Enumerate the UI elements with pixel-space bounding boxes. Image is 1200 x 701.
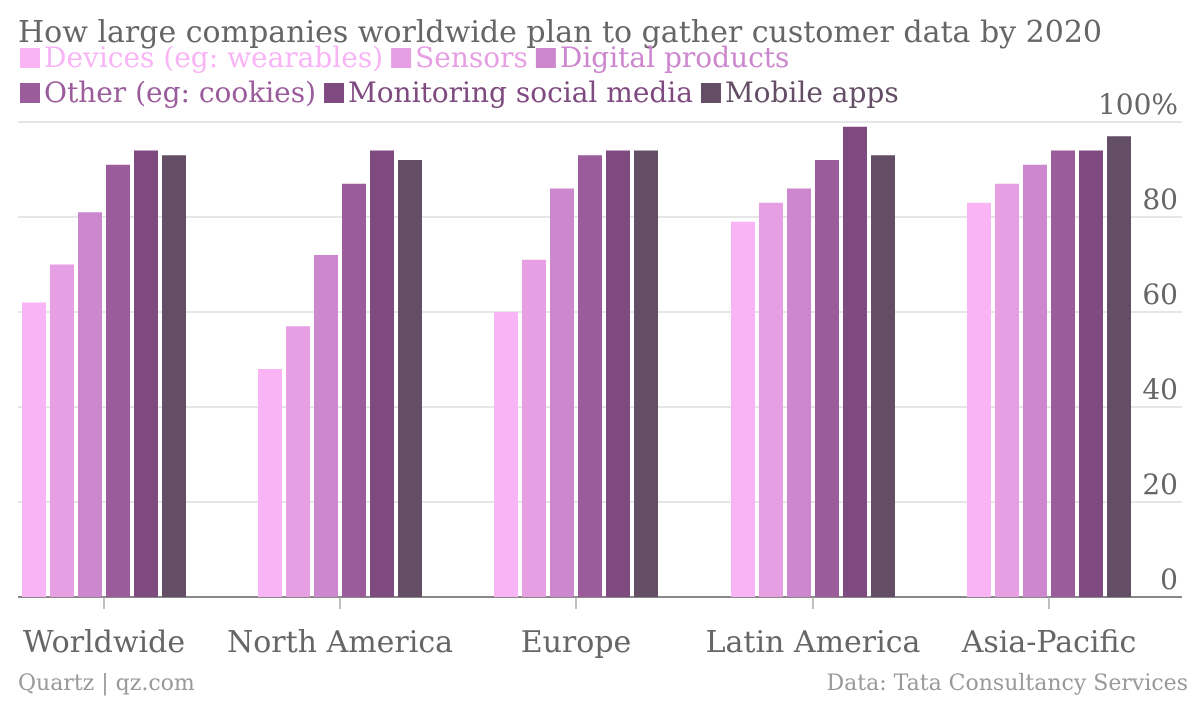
chart-title: How large companies worldwide plan to ga… [18,15,1102,50]
legend-item: Other (eg: cookies) [20,76,316,109]
x-tick-label: Asia-Pacific [961,625,1137,660]
bar [22,302,46,597]
bar [162,155,186,597]
bar [134,150,158,597]
bar [1023,164,1047,597]
x-tick-label: Europe [521,625,632,660]
y-tick-label: 60 [1142,278,1178,311]
legend-swatch [20,83,40,103]
legend-item: Devices (eg: wearables) [20,41,383,74]
bar [258,369,282,597]
legend-item: Monitoring social media [324,76,693,109]
source-left: Quartz | qz.com [18,671,195,696]
bar [871,155,895,597]
legend-label: Sensors [415,41,528,74]
bar [815,160,839,597]
bar [606,150,630,597]
bar [342,183,366,597]
legend-label: Digital products [560,41,790,74]
bar [78,212,102,597]
bar [50,264,74,597]
legend-swatch [535,48,556,68]
legend-swatch [324,83,345,103]
x-axis: Worldwide North America Europe Latin Americ… [23,597,1136,660]
legend-label: Mobile apps [725,76,899,109]
legend-item: Digital products [535,41,790,74]
bar [286,326,310,597]
x-tick-label: North America [227,625,453,660]
legend-swatch [700,83,721,103]
bar [1107,136,1131,597]
legend: Devices (eg: wearables) Sensors Digital pr… [20,41,899,109]
bar [550,188,574,597]
legend-swatch [20,48,40,68]
legend-label: Devices (eg: wearables) [44,41,383,74]
y-axis-tick-labels: 0 20 40 60 80 100% [1098,88,1178,596]
bar [995,183,1019,597]
bar [370,150,394,597]
source-right: Data: Tata Consultancy Services [827,671,1188,696]
y-tick-label: 0 [1160,563,1178,596]
bar [522,259,546,597]
legend-label: Monitoring social media [348,76,693,109]
bar [759,202,783,597]
legend-item: Mobile apps [700,76,899,109]
legend-swatch [391,48,412,68]
y-tick-label: 80 [1142,183,1178,216]
bar [314,255,338,597]
bar [398,160,422,597]
bar [731,221,755,597]
x-tick-label: Latin America [706,625,921,660]
bar [634,150,658,597]
bar [494,312,518,597]
bar [1079,150,1103,597]
legend-label: Other (eg: cookies) [44,76,316,109]
bar [787,188,811,597]
x-tick-label: Worldwide [23,625,185,660]
bar [106,164,130,597]
bar [1051,150,1075,597]
bars [22,126,1131,597]
y-tick-label: 40 [1142,373,1178,406]
y-tick-label: 20 [1142,468,1178,501]
bar [967,202,991,597]
y-tick-label: 100% [1098,88,1178,121]
legend-item: Sensors [391,41,528,74]
bar [578,155,602,597]
bar [843,126,867,597]
